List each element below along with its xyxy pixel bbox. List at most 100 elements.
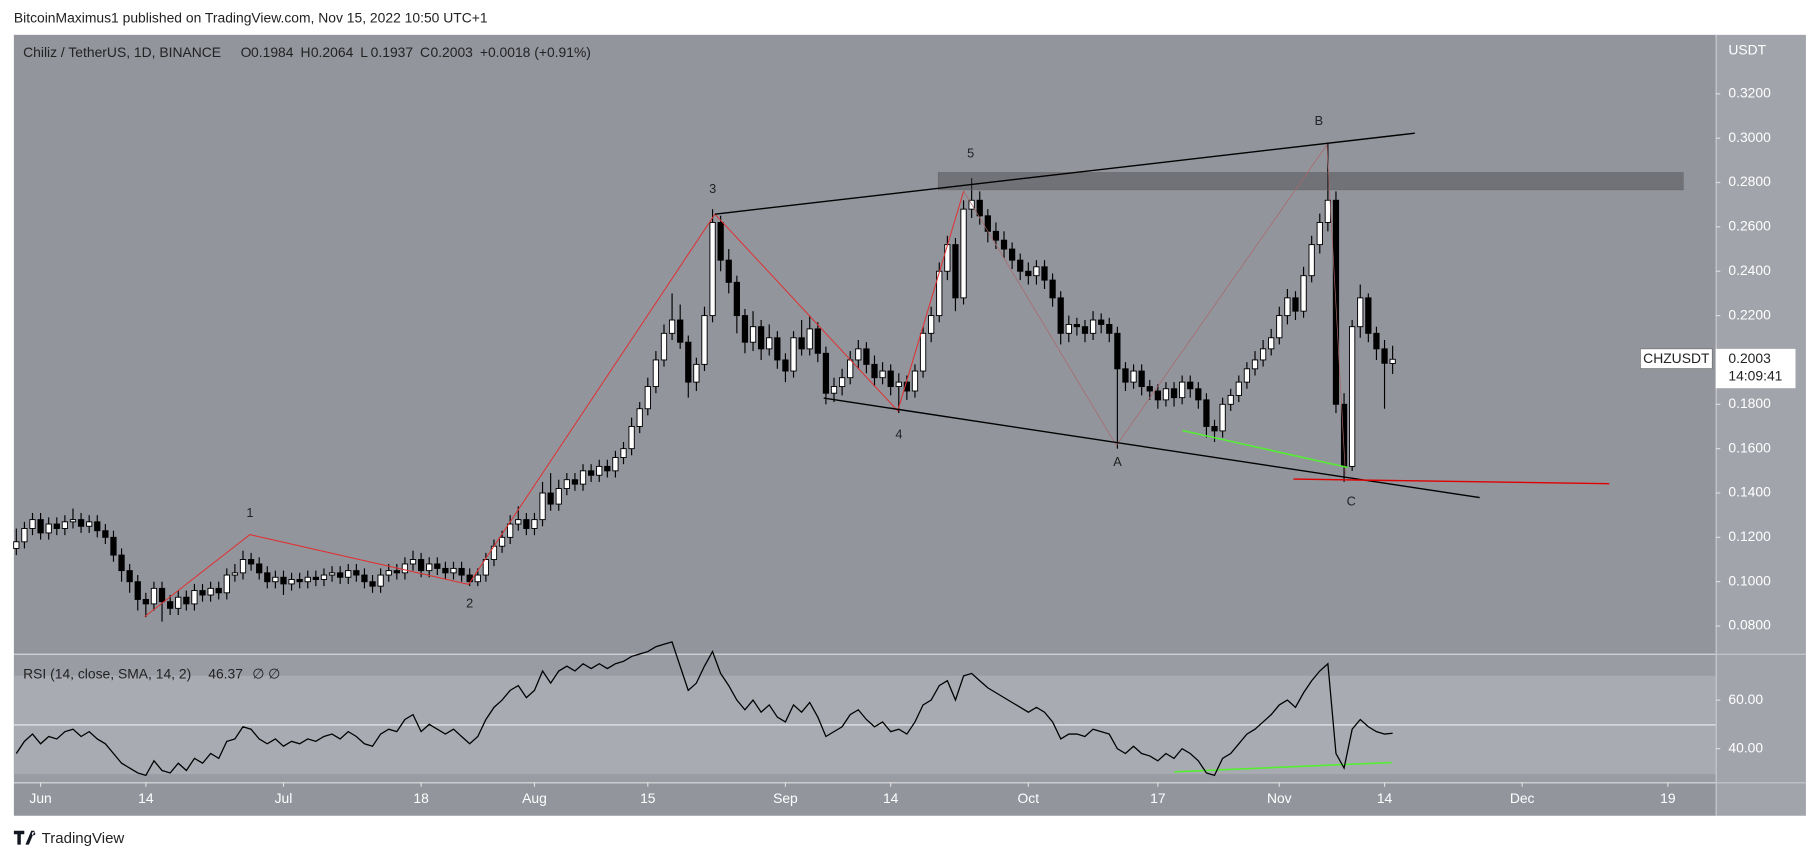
candle-body xyxy=(1276,315,1283,339)
candle-body xyxy=(838,377,846,388)
candle-body xyxy=(644,386,651,410)
candle-body xyxy=(879,370,886,379)
candle-body xyxy=(1179,381,1186,399)
candle-body xyxy=(86,521,93,527)
candle-body xyxy=(992,230,1000,241)
candle-body xyxy=(1017,259,1024,272)
footer-brand: TradingView xyxy=(42,830,125,847)
candle-body xyxy=(1025,270,1032,277)
candle-body xyxy=(264,572,271,583)
x-tick-label: Jul xyxy=(275,790,293,806)
candle-body xyxy=(604,465,611,472)
candle-body xyxy=(1365,297,1372,334)
candle-body xyxy=(636,408,643,427)
candle-body xyxy=(474,574,481,583)
candle-body xyxy=(134,581,141,600)
rsi-line xyxy=(15,641,1393,777)
y-axis-label: USDT xyxy=(1728,42,1766,58)
legend-key: L xyxy=(360,44,368,60)
candle-body xyxy=(450,567,457,574)
candle-body xyxy=(547,492,554,505)
candle-body xyxy=(741,315,749,343)
candle-body xyxy=(507,523,514,538)
candle-body xyxy=(150,587,158,605)
candle-body xyxy=(612,457,619,472)
candle-body xyxy=(1114,332,1121,370)
candle-body xyxy=(871,363,878,379)
candle-body xyxy=(1162,388,1170,401)
candle-body xyxy=(1219,403,1226,432)
candle-body xyxy=(709,221,716,317)
candle-body xyxy=(175,596,182,609)
candle-body xyxy=(1259,348,1267,361)
trend-line xyxy=(823,397,1480,499)
candle-body xyxy=(677,319,684,343)
candle-body xyxy=(596,465,603,476)
rsi-tick-label: 40.00 xyxy=(1728,739,1763,755)
candle-body xyxy=(790,337,797,372)
candle-body xyxy=(239,559,247,574)
price-tag-countdown: 14:09:41 xyxy=(1728,367,1782,383)
y-tick-label: 0.2800 xyxy=(1728,173,1771,189)
candle-body xyxy=(29,519,36,529)
candle-body xyxy=(1089,319,1097,334)
candle-body xyxy=(1138,370,1145,388)
symbol-title: Chiliz / TetherUS, 1D, BINANCE xyxy=(23,44,221,60)
candle-body xyxy=(660,332,668,361)
candle-body xyxy=(952,244,959,299)
candle-body xyxy=(774,337,781,361)
y-tick-label: 0.1400 xyxy=(1728,484,1771,500)
candle-body xyxy=(1049,279,1056,299)
candle-body xyxy=(280,576,287,585)
wave-label: 1 xyxy=(246,505,253,520)
candle-body xyxy=(887,370,894,388)
rsi-value: 46.37 xyxy=(208,665,243,681)
x-tick-label: 18 xyxy=(413,790,429,806)
x-tick-label: Sep xyxy=(773,790,798,806)
price-axis xyxy=(1715,34,1806,816)
candle-body xyxy=(1349,326,1356,467)
rsi-label: RSI (14, close, SMA, 14, 2) xyxy=(23,665,191,681)
candle-body xyxy=(167,601,174,609)
candle-body xyxy=(102,530,109,538)
candle-body xyxy=(555,488,562,505)
candle-body xyxy=(1243,368,1251,383)
wave-count-abc xyxy=(963,143,1346,475)
y-tick-label: 0.1600 xyxy=(1728,439,1771,455)
candle-body xyxy=(498,536,506,547)
candle-body xyxy=(482,559,490,576)
candle-body xyxy=(1073,324,1081,328)
candle-body xyxy=(847,359,854,379)
candle-body xyxy=(668,319,676,334)
candle-body xyxy=(1300,275,1307,312)
candle-body xyxy=(223,574,230,594)
legend-value: 0.1937 xyxy=(371,44,414,60)
candle-body xyxy=(928,315,935,334)
candle-body xyxy=(1065,324,1072,334)
candle-body xyxy=(515,519,522,525)
candle-body xyxy=(749,326,757,343)
candle-body xyxy=(1122,368,1129,383)
y-tick-label: 0.2600 xyxy=(1728,218,1771,234)
candle-body xyxy=(960,208,967,299)
legend-value: 0.2064 xyxy=(311,44,354,60)
candle-body xyxy=(126,570,133,583)
candle-body xyxy=(77,519,85,527)
candle-body xyxy=(21,528,28,543)
price-pane xyxy=(13,34,1716,654)
candle-body xyxy=(328,572,336,576)
candle-body xyxy=(531,519,538,529)
candle-body xyxy=(976,199,983,217)
candle-body xyxy=(247,559,255,565)
rsi-extra: ∅ ∅ xyxy=(252,665,280,681)
candle-body xyxy=(1130,370,1137,383)
candle-body xyxy=(685,341,692,383)
legend-value: 0.1984 xyxy=(251,44,294,60)
candle-body xyxy=(822,352,830,394)
candle-body xyxy=(693,363,700,383)
candle-body xyxy=(256,563,263,574)
legend-value: 0.2003 xyxy=(430,44,473,60)
candle-body xyxy=(110,536,117,556)
footer-logo: TradingView xyxy=(13,830,125,847)
